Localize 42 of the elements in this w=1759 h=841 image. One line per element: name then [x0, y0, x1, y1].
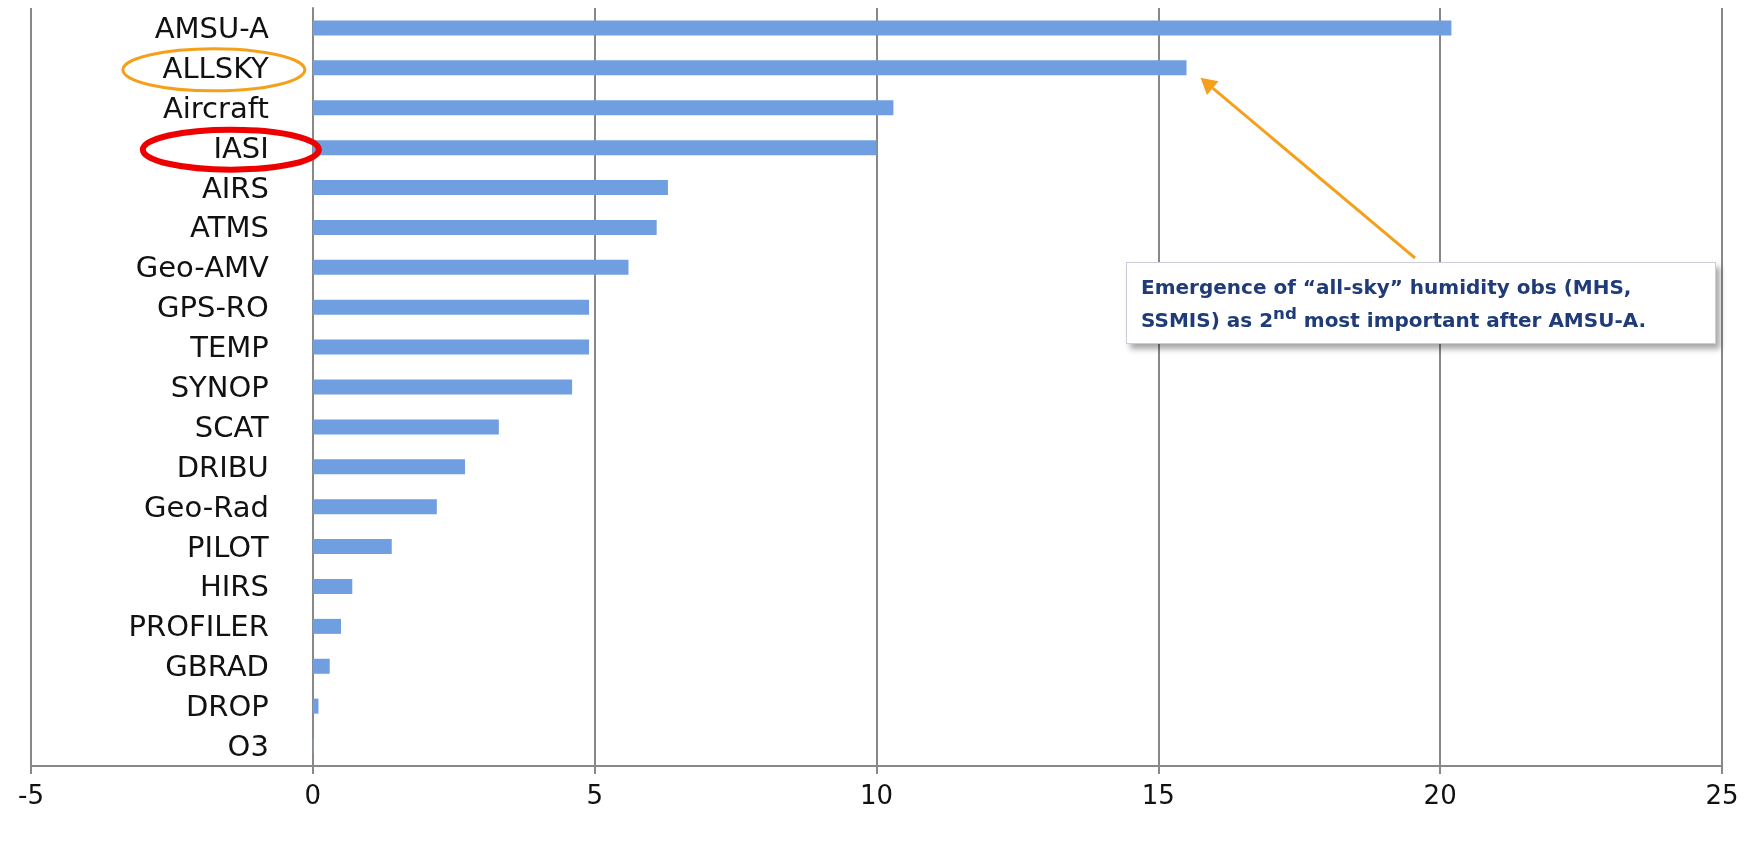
bar	[312, 339, 590, 355]
y-tick-label: GPS-RO	[157, 290, 269, 325]
bar	[312, 419, 499, 435]
y-tick-label: SCAT	[194, 409, 270, 444]
y-tick-label: Geo-AMV	[135, 250, 269, 285]
x-tick-label: 20	[1423, 780, 1457, 810]
bar	[312, 180, 668, 196]
y-tick-label: Geo-Rad	[144, 489, 269, 524]
y-tick-label: DROP	[186, 689, 269, 724]
y-tick-label: AMSU-A	[154, 10, 269, 45]
bar	[312, 20, 1452, 36]
y-tick-label: PROFILER	[128, 609, 269, 644]
y-tick-label: TEMP	[189, 330, 269, 365]
bar	[312, 60, 1187, 76]
bar	[312, 499, 437, 515]
y-tick-label: IASI	[213, 130, 269, 165]
y-tick-label: PILOT	[187, 529, 270, 564]
x-tick-label: 5	[586, 780, 603, 810]
bar	[312, 459, 466, 475]
bar	[312, 259, 629, 275]
bar	[312, 100, 894, 116]
x-tick-label: 0	[304, 780, 322, 810]
bar	[312, 658, 330, 674]
x-tick-label: 25	[1705, 780, 1739, 810]
y-tick-label: O3	[227, 729, 269, 764]
x-tick-label: 10	[859, 780, 894, 810]
bar	[312, 219, 657, 235]
y-tick-label: ATMS	[190, 210, 269, 245]
y-tick-label: GBRAD	[165, 649, 269, 684]
bar	[312, 578, 353, 594]
bar	[312, 299, 590, 315]
x-tick-label: 15	[1141, 780, 1175, 810]
x-tick-label: -5	[18, 780, 44, 810]
bar	[312, 539, 392, 555]
y-tick-label: SYNOP	[170, 370, 269, 404]
y-tick-label: ALLSKY	[162, 50, 270, 85]
bar	[312, 379, 573, 395]
y-tick-label: DRIBU	[176, 449, 269, 484]
y-tick-label: Aircraft	[162, 90, 269, 125]
y-tick-label: HIRS	[199, 569, 269, 604]
y-tick-label: AIRS	[201, 170, 269, 205]
bar	[312, 618, 342, 634]
